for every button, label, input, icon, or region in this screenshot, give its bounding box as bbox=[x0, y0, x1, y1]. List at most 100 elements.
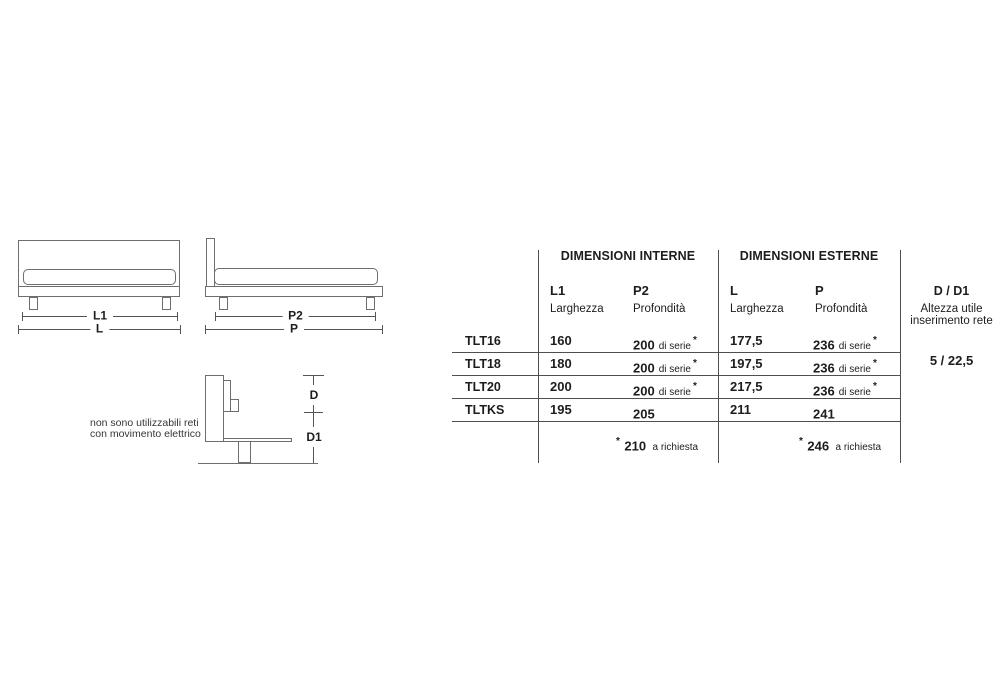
footnote-value: 210 bbox=[624, 438, 647, 454]
table-row-rule bbox=[452, 375, 900, 376]
column-header-d-d1: D / D1 Altezza utile inserimento rete bbox=[903, 284, 1000, 327]
table-row-rule bbox=[452, 398, 900, 399]
value: 205 bbox=[633, 406, 655, 422]
asterisk: * bbox=[692, 358, 697, 369]
side-mattress-drawing bbox=[214, 268, 378, 285]
asterisk: * bbox=[799, 436, 803, 447]
column-header-l1: L1 Larghezza bbox=[550, 284, 604, 316]
note-line-2: con movimento elettrico bbox=[90, 428, 201, 440]
dimension-line-p: P bbox=[205, 322, 383, 336]
table-row-tlt20: TLT20 200 200 di serie* 217,5 236 di serie… bbox=[0, 376, 1000, 398]
value-d-d1: 5 / 22,5 bbox=[929, 353, 974, 368]
front-left-leg-drawing bbox=[29, 297, 38, 310]
tick-mark bbox=[180, 325, 181, 334]
section-header-dimensioni-interne: DIMENSIONI INTERNE bbox=[560, 249, 696, 263]
footnote-suffix: a richiesta bbox=[835, 442, 882, 454]
asterisk: * bbox=[692, 335, 697, 346]
value-note: di serie bbox=[838, 387, 871, 399]
asterisk: * bbox=[616, 436, 620, 447]
footnote-esterne: * 246 a richiesta bbox=[799, 432, 882, 454]
side-base-drawing bbox=[205, 286, 383, 297]
column-label: Altezza utile bbox=[920, 303, 983, 315]
dimension-label-l: L bbox=[89, 322, 110, 336]
column-header-p: P Profondità bbox=[815, 284, 867, 316]
column-label: Profondità bbox=[815, 303, 868, 315]
section-header-dimensioni-esterne: DIMENSIONI ESTERNE bbox=[739, 249, 879, 263]
value-note: di serie bbox=[838, 364, 871, 376]
table-row-tlt18: TLT18 180 200 di serie* 197,5 236 di serie… bbox=[0, 353, 1000, 375]
value-l1: 160 bbox=[550, 333, 572, 348]
table-vertical-rule bbox=[900, 250, 901, 463]
column-code: D / D1 bbox=[933, 284, 970, 298]
column-label: Profondità bbox=[633, 303, 686, 315]
front-base-drawing bbox=[18, 286, 180, 297]
tick-mark bbox=[177, 312, 178, 321]
side-left-leg-drawing bbox=[219, 297, 228, 310]
footnote-value: 246 bbox=[807, 438, 830, 454]
detail-panel-strip-drawing bbox=[223, 380, 231, 412]
table-vertical-rule bbox=[718, 250, 719, 463]
front-right-leg-drawing bbox=[162, 297, 171, 310]
value: 241 bbox=[813, 406, 835, 422]
electric-base-note: non sono utilizzabili reti con movimento… bbox=[90, 418, 201, 440]
column-code: L bbox=[730, 283, 738, 298]
value-p: 236 di serie* bbox=[813, 330, 877, 352]
tick-mark bbox=[303, 375, 324, 376]
detail-rail-drawing bbox=[223, 438, 292, 442]
value-l1: 195 bbox=[550, 402, 572, 417]
value-p2: 200 di serie* bbox=[633, 376, 697, 398]
column-header-p2: P2 Profondità bbox=[633, 284, 685, 316]
column-label: inserimento rete bbox=[910, 315, 993, 327]
value-l1: 180 bbox=[550, 356, 572, 371]
value-p2: 200 di serie* bbox=[633, 353, 697, 375]
footnote-suffix: a richiesta bbox=[652, 442, 699, 454]
detail-step-drawing bbox=[230, 399, 239, 412]
ground-line bbox=[198, 463, 318, 464]
value-l: 217,5 bbox=[730, 379, 763, 394]
tick-mark bbox=[18, 325, 19, 334]
front-mattress-drawing bbox=[23, 269, 176, 285]
value-p: 241 bbox=[813, 399, 841, 421]
value: 236 bbox=[813, 383, 835, 399]
value-p: 236 di serie* bbox=[813, 376, 877, 398]
value-l: 177,5 bbox=[730, 333, 763, 348]
dimension-line-d-d1 bbox=[313, 376, 314, 463]
value-note: di serie bbox=[658, 364, 691, 376]
column-code: L1 bbox=[550, 283, 566, 298]
model-name: TLT18 bbox=[465, 357, 501, 371]
column-code: P bbox=[815, 283, 824, 298]
value-l: 211 bbox=[730, 402, 751, 417]
value: 200 bbox=[633, 383, 655, 399]
side-right-leg-drawing bbox=[366, 297, 375, 310]
column-label: Larghezza bbox=[550, 303, 604, 315]
value-note: di serie bbox=[658, 341, 691, 353]
asterisk: * bbox=[872, 335, 877, 346]
detail-leg-drawing bbox=[238, 441, 251, 463]
model-name: TLT20 bbox=[465, 380, 501, 394]
dimension-label-p2: P2 bbox=[282, 309, 309, 323]
tick-mark bbox=[205, 325, 206, 334]
model-name: TLT16 bbox=[465, 334, 501, 348]
value: 236 bbox=[813, 360, 835, 376]
tick-mark bbox=[215, 312, 216, 321]
tick-mark bbox=[304, 412, 323, 413]
table-vertical-rule bbox=[538, 250, 539, 463]
tick-mark bbox=[22, 312, 23, 321]
value: 236 bbox=[813, 337, 835, 353]
asterisk: * bbox=[692, 381, 697, 392]
asterisk: * bbox=[872, 381, 877, 392]
column-code: P2 bbox=[633, 283, 649, 298]
value-p: 236 di serie* bbox=[813, 353, 877, 375]
dimension-line-l: L bbox=[18, 322, 181, 336]
table-row-rule bbox=[452, 421, 900, 422]
dimension-label-p: P bbox=[283, 322, 305, 336]
note-line-1: non sono utilizzabili reti bbox=[90, 417, 199, 429]
value-note: di serie bbox=[658, 387, 691, 399]
value-l: 197,5 bbox=[730, 356, 763, 371]
asterisk: * bbox=[872, 358, 877, 369]
value: 200 bbox=[633, 337, 655, 353]
value-l1: 200 bbox=[550, 379, 572, 394]
table-row-tltks: TLTKS 195 205 211 241 bbox=[0, 399, 1000, 421]
footnote-interne: * 210 a richiesta bbox=[616, 432, 699, 454]
